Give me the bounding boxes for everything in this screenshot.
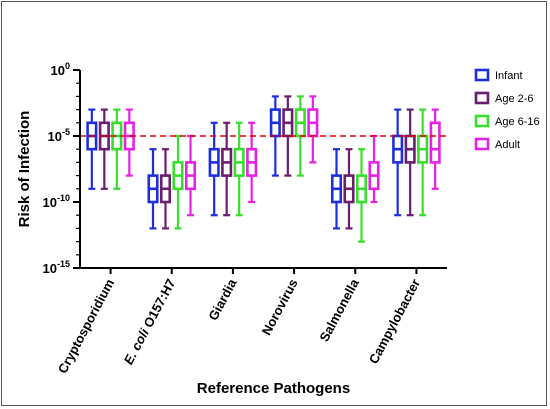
legend-label: Adult [495, 139, 520, 151]
y-axis-title: Risk of Infection [16, 111, 33, 228]
box-age-6-16-5 [417, 108, 429, 217]
box-infant-0 [86, 108, 98, 190]
box-infant-2 [208, 121, 220, 217]
box-adult-5 [429, 108, 441, 190]
box-age-2-6-2 [221, 121, 233, 217]
legend-item-infant: Infant [474, 68, 523, 82]
x-category-label: Campylobacter [366, 276, 423, 366]
box-adult-0 [123, 108, 135, 177]
legend-item-adult: Adult [474, 137, 520, 151]
box-age-6-16-0 [111, 108, 123, 190]
x-category-label: E. coli O157:H7 [121, 276, 179, 367]
box-iqr [429, 121, 441, 164]
x-category-label: Salmonella [316, 276, 362, 344]
x-category-label: Norovirus [259, 276, 301, 337]
box-age-6-16-2 [233, 121, 245, 217]
box-infant-4 [330, 148, 343, 230]
box-age-2-6-4 [343, 148, 355, 230]
box-adult-3 [307, 95, 319, 164]
y-tick-label: 10-15 [43, 259, 70, 276]
legend-item-age-2-6: Age 2-6 [474, 91, 534, 105]
box-age-6-16-4 [355, 148, 368, 243]
legend-swatch [474, 137, 490, 151]
x-axis-title: Reference Pathogens [197, 380, 350, 397]
y-tick-label: 10-10 [43, 193, 70, 210]
box-adult-1 [184, 134, 197, 217]
y-tick-label: 100 [51, 61, 70, 78]
box-infant-1 [147, 148, 159, 230]
box-age-2-6-5 [404, 108, 416, 217]
legend-item-age-6-16: Age 6-16 [474, 114, 540, 128]
legend-swatch [474, 91, 490, 105]
legend-swatch [474, 114, 490, 128]
box-age-6-16-1 [172, 134, 184, 230]
box-age-2-6-0 [98, 108, 110, 190]
legend-label: Age 2-6 [495, 93, 534, 105]
legend-swatch [474, 68, 490, 82]
box-age-2-6-1 [159, 148, 172, 230]
box-adult-2 [246, 121, 258, 204]
y-tick-label: 10-5 [48, 127, 70, 144]
x-category-label: Giardia [205, 276, 240, 323]
box-adult-4 [368, 134, 380, 204]
legend-label: Infant [495, 70, 523, 82]
box-infant-5 [392, 108, 404, 217]
x-category-label: Cryptosporidium [55, 276, 117, 376]
legend-label: Age 6-16 [495, 116, 540, 128]
box-age-2-6-3 [282, 95, 294, 177]
